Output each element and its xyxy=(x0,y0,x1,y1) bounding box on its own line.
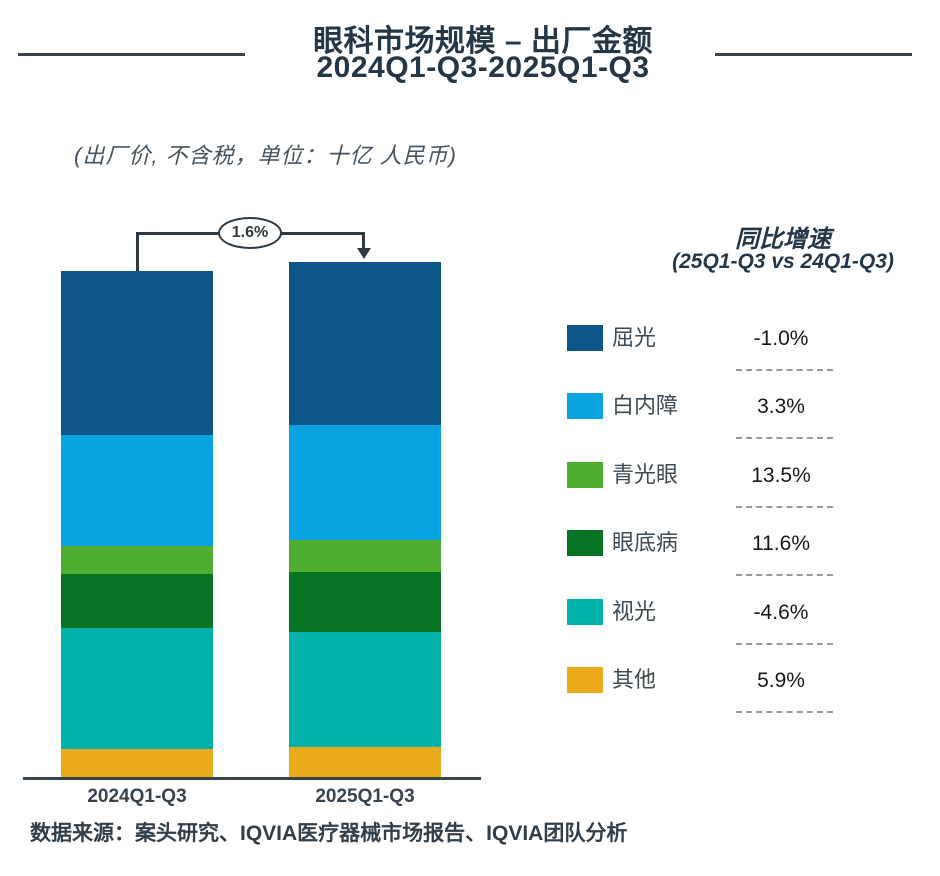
bar-segment-refractive xyxy=(289,262,441,425)
bar-segment-fundus-disease xyxy=(61,574,213,628)
legend-swatch-fundus-disease xyxy=(567,530,603,557)
legend-divider xyxy=(736,369,833,371)
bracket-right-line xyxy=(362,232,365,250)
legend-row-others: 其他 5.9% xyxy=(567,666,867,735)
bar-segment-others xyxy=(61,749,213,779)
legend-swatch-others xyxy=(567,666,603,693)
legend-yoy-glaucoma: 13.5% xyxy=(751,463,811,487)
total-growth-badge: 1.6% xyxy=(218,217,282,249)
page-title-line1: 眼科市场规模 – 出厂金额 xyxy=(313,25,653,58)
legend-label-cataract: 白内障 xyxy=(612,393,679,419)
bar-segment-glaucoma xyxy=(61,546,213,574)
legend-yoy-fundus-disease: 11.6% xyxy=(752,532,810,556)
x-axis-label-2025: 2025Q1-Q3 xyxy=(315,786,415,807)
bar-segment-cataract xyxy=(289,425,441,540)
page-title-line2: 2024Q1-Q3-2025Q1-Q3 xyxy=(316,51,650,84)
bar-segment-others xyxy=(289,747,441,779)
legend-divider xyxy=(736,642,833,645)
bar-segment-cataract xyxy=(61,435,213,546)
data-source-note: 数据来源：案头研究、IQVIA医疗器械市场报告、IQVIA团队分析 xyxy=(30,822,628,845)
legend-yoy-optometry: -4.6% xyxy=(753,600,809,624)
legend-divider xyxy=(736,437,833,440)
arrow-down-icon xyxy=(357,248,371,259)
legend-yoy-cataract: 3.3% xyxy=(757,395,805,419)
legend-row-refractive: 屈光 -1.0% xyxy=(567,325,867,393)
legend-label-fundus-disease: 眼底病 xyxy=(612,530,679,556)
bar-segment-glaucoma xyxy=(289,540,441,572)
x-axis-label-2024: 2024Q1-Q3 xyxy=(87,786,187,807)
bar-segment-optometry xyxy=(61,628,213,749)
stacked-bar-2025 xyxy=(289,262,441,779)
legend-divider xyxy=(736,505,833,508)
legend-label-refractive: 屈光 xyxy=(612,325,657,350)
legend-swatch-cataract xyxy=(567,393,603,420)
legend-yoy-others: 5.9% xyxy=(757,668,805,692)
legend-swatch-refractive xyxy=(567,325,603,351)
bar-segment-fundus-disease xyxy=(289,572,441,632)
legend-list: 屈光 -1.0% 白内障 3.3% 青光眼 13.5% 眼底病 11.6% 视光 -4.6% 其他 5… xyxy=(567,325,867,735)
legend-subtitle: (25Q1-Q3 vs 24Q1-Q3) xyxy=(672,250,894,273)
bar-segment-optometry xyxy=(289,632,441,747)
legend-swatch-glaucoma xyxy=(567,461,603,488)
legend-yoy-refractive: -1.0% xyxy=(753,327,809,350)
stacked-bar-2024 xyxy=(61,271,213,779)
unit-subtitle: (出厂价, 不含税，单位：十亿 人民币) xyxy=(74,143,457,168)
legend-label-optometry: 视光 xyxy=(612,598,657,624)
x-axis-line xyxy=(23,777,481,780)
bar-segment-refractive xyxy=(61,271,213,435)
title-rule-left xyxy=(18,53,245,56)
legend-row-cataract: 白内障 3.3% xyxy=(567,393,867,461)
legend-divider xyxy=(736,574,833,577)
title-rule-right xyxy=(715,53,912,56)
legend-row-optometry: 视光 -4.6% xyxy=(567,598,867,667)
legend-label-others: 其他 xyxy=(612,666,657,692)
legend-label-glaucoma: 青光眼 xyxy=(612,461,679,487)
legend-row-glaucoma: 青光眼 13.5% xyxy=(567,461,867,530)
legend-divider xyxy=(736,710,833,713)
legend-row-fundus-disease: 眼底病 11.6% xyxy=(567,530,867,598)
legend-title: 同比增速 xyxy=(735,226,831,253)
legend-swatch-optometry xyxy=(567,598,603,625)
bracket-left-line xyxy=(136,232,139,272)
